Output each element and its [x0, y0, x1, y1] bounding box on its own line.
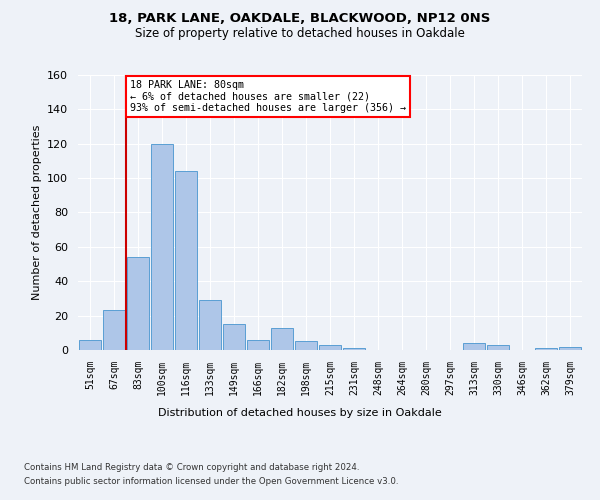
Bar: [343, 348, 365, 350]
Bar: [535, 348, 557, 350]
Bar: [271, 328, 293, 350]
Bar: [79, 340, 101, 350]
Bar: [151, 144, 173, 350]
Bar: [487, 345, 509, 350]
Text: 18 PARK LANE: 80sqm
← 6% of detached houses are smaller (22)
93% of semi-detache: 18 PARK LANE: 80sqm ← 6% of detached hou…: [130, 80, 406, 114]
Bar: [223, 324, 245, 350]
Bar: [319, 345, 341, 350]
Bar: [247, 340, 269, 350]
Text: 18, PARK LANE, OAKDALE, BLACKWOOD, NP12 0NS: 18, PARK LANE, OAKDALE, BLACKWOOD, NP12 …: [109, 12, 491, 26]
Text: Contains HM Land Registry data © Crown copyright and database right 2024.: Contains HM Land Registry data © Crown c…: [24, 462, 359, 471]
Bar: [559, 346, 581, 350]
Text: Size of property relative to detached houses in Oakdale: Size of property relative to detached ho…: [135, 28, 465, 40]
Text: Contains public sector information licensed under the Open Government Licence v3: Contains public sector information licen…: [24, 478, 398, 486]
Bar: [127, 257, 149, 350]
Bar: [463, 343, 485, 350]
Bar: [103, 310, 125, 350]
Bar: [175, 171, 197, 350]
Bar: [199, 300, 221, 350]
Bar: [295, 342, 317, 350]
Y-axis label: Number of detached properties: Number of detached properties: [32, 125, 41, 300]
Text: Distribution of detached houses by size in Oakdale: Distribution of detached houses by size …: [158, 408, 442, 418]
